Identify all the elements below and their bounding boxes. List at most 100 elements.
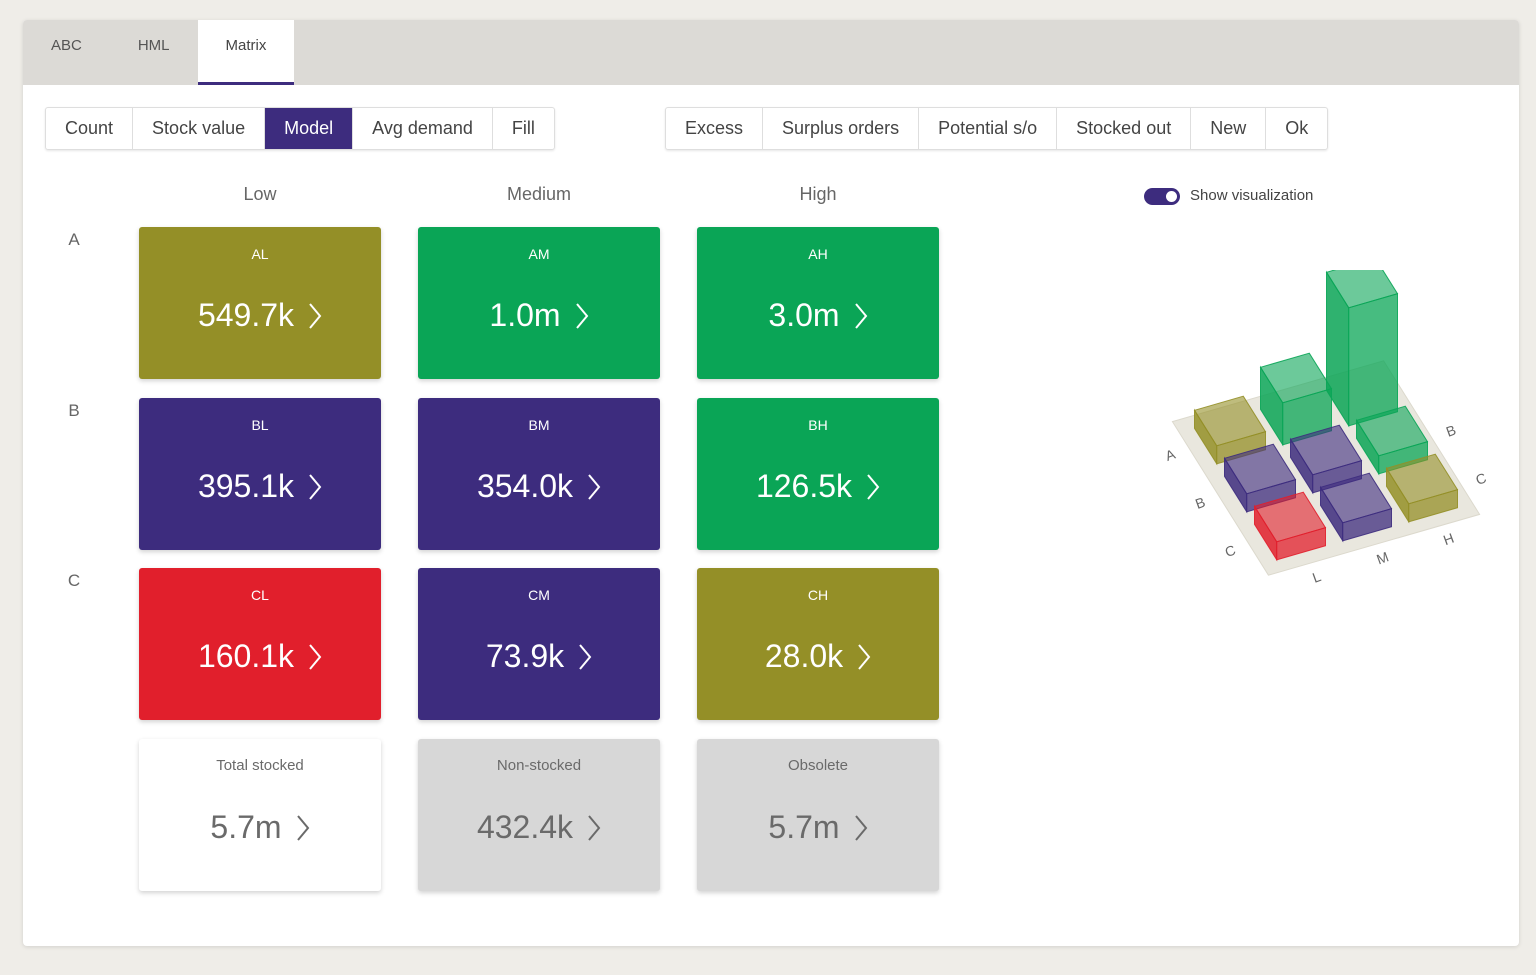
chevron: [854, 302, 867, 329]
total-label: Total stocked: [216, 757, 304, 774]
filter-button[interactable]: Ok: [1285, 118, 1309, 138]
tab[interactable]: Matrix: [197, 20, 295, 85]
chevron: [575, 302, 588, 329]
cell-value-row: 3.0m: [697, 297, 939, 334]
cell-code: CM: [528, 587, 550, 603]
filter-button[interactable]: Potential s/o: [919, 108, 1058, 149]
metric-button[interactable]: Stock value: [133, 108, 266, 149]
matrix-cell[interactable]: BH 126.5k: [697, 398, 939, 550]
viz-box-top: [1319, 472, 1393, 524]
viz-box-top: [1193, 395, 1267, 447]
cell-code: BM: [528, 417, 550, 433]
cell-value: 126.5k: [755, 468, 853, 504]
viz-box-top: [1325, 270, 1399, 309]
chevron: [309, 643, 322, 670]
viz-row-label: C: [1473, 469, 1488, 487]
cell-value: 73.9k: [485, 638, 565, 674]
total-value-row: 5.7m: [697, 809, 939, 846]
total-cell[interactable]: Obsolete 5.7m: [697, 739, 939, 891]
chevron-line: [588, 473, 601, 500]
matrix-cell[interactable]: BM 354.0k: [418, 398, 660, 550]
cell-code: AM: [528, 246, 550, 262]
cell-value: 354.0k: [476, 468, 574, 504]
chevron-line: [309, 473, 322, 500]
viz-box-top: [1223, 443, 1297, 495]
viz-row-label: C: [1223, 542, 1238, 560]
row-header: B: [68, 401, 80, 420]
viz-box-front: [1348, 293, 1398, 427]
cell-value: 3.0m: [768, 297, 840, 333]
viz-box-top: [1355, 405, 1429, 457]
matrix-cell[interactable]: AL 549.7k: [139, 227, 381, 379]
filter-button[interactable]: Excess: [666, 108, 764, 149]
matrix-cell[interactable]: CH 28.0k: [697, 568, 939, 720]
chevron-line: [579, 643, 592, 670]
row-header: A: [68, 230, 80, 249]
filter-button[interactable]: Surplus orders: [763, 108, 920, 149]
cell-value: 1.0m: [489, 297, 561, 333]
filter-group: Excess Surplus orders Potential s/o Stocked…: [665, 107, 1329, 150]
viz-row-label: B: [1444, 422, 1458, 440]
column-header: Low: [243, 184, 277, 204]
toggle-label: Show visualization: [1190, 187, 1314, 204]
viz-column-label: H: [1441, 530, 1456, 548]
matrix-cell[interactable]: CL 160.1k: [139, 568, 381, 720]
viz-box-top: [1385, 453, 1459, 505]
cell-value-row: 126.5k: [697, 468, 939, 505]
cell-value-row: 395.1k: [139, 468, 381, 505]
cell-code: CL: [251, 587, 269, 603]
matrix-cell[interactable]: BL 395.1k: [139, 398, 381, 550]
metric-button[interactable]: Fill: [511, 118, 535, 138]
chevron: [579, 643, 592, 670]
tab-bar: ABC HML Matrix: [23, 20, 1519, 85]
metric-group: Count Stock value Model Avg demand Fill: [45, 107, 555, 150]
visualization-toggle[interactable]: [1144, 188, 1180, 205]
metric-button[interactable]: Count: [46, 108, 134, 149]
viz-box-top: [1289, 424, 1363, 476]
chevron-line: [858, 643, 871, 670]
visualization: A B B C C L M H: [1163, 270, 1488, 586]
chevron: [854, 814, 867, 841]
total-value: 5.7m: [210, 809, 282, 845]
chevron: [858, 643, 871, 670]
cell-value: 395.1k: [197, 468, 295, 504]
filter-button[interactable]: Stocked out: [1057, 108, 1192, 149]
matrix-cell[interactable]: AH 3.0m: [697, 227, 939, 379]
column-header: Medium: [506, 184, 572, 204]
tab[interactable]: ABC: [51, 37, 82, 54]
metric-button[interactable]: Avg demand: [353, 108, 493, 149]
chevron: [588, 473, 601, 500]
cell-value: 549.7k: [197, 297, 295, 333]
cell-value-row: 73.9k: [418, 638, 660, 675]
matrix-cell[interactable]: AM 1.0m: [418, 227, 660, 379]
viz-box-top: [1259, 352, 1333, 404]
metric-button[interactable]: Model: [265, 108, 354, 149]
matrix-cell[interactable]: CM 73.9k: [418, 568, 660, 720]
cell-value-row: 354.0k: [418, 468, 660, 505]
chevron-line: [867, 473, 880, 500]
cell-code: BH: [808, 417, 828, 433]
viz-box-top: [1253, 491, 1327, 543]
cell-value: 28.0k: [764, 638, 844, 674]
total-cell[interactable]: Total stocked 5.7m: [139, 739, 381, 891]
cell-value-row: 549.7k: [139, 297, 381, 334]
total-value: 432.4k: [476, 809, 574, 845]
total-value: 5.7m: [768, 809, 840, 845]
row-header: C: [67, 571, 81, 590]
cell-value-row: 160.1k: [139, 638, 381, 675]
column-header: High: [799, 184, 837, 204]
chevron-line: [296, 814, 309, 841]
total-cell[interactable]: Non-stocked 432.4k: [418, 739, 660, 891]
chevron-line: [854, 814, 867, 841]
total-value-row: 5.7m: [139, 809, 381, 846]
viz-column-label: M: [1374, 548, 1390, 567]
filter-button[interactable]: New: [1191, 108, 1267, 149]
cell-code: BL: [251, 417, 269, 433]
chevron-line: [309, 302, 322, 329]
total-value-row: 432.4k: [418, 809, 660, 846]
tab[interactable]: HML: [137, 37, 170, 54]
cell-code: CH: [807, 587, 829, 603]
chevron-line: [575, 302, 588, 329]
chevron-line: [854, 302, 867, 329]
